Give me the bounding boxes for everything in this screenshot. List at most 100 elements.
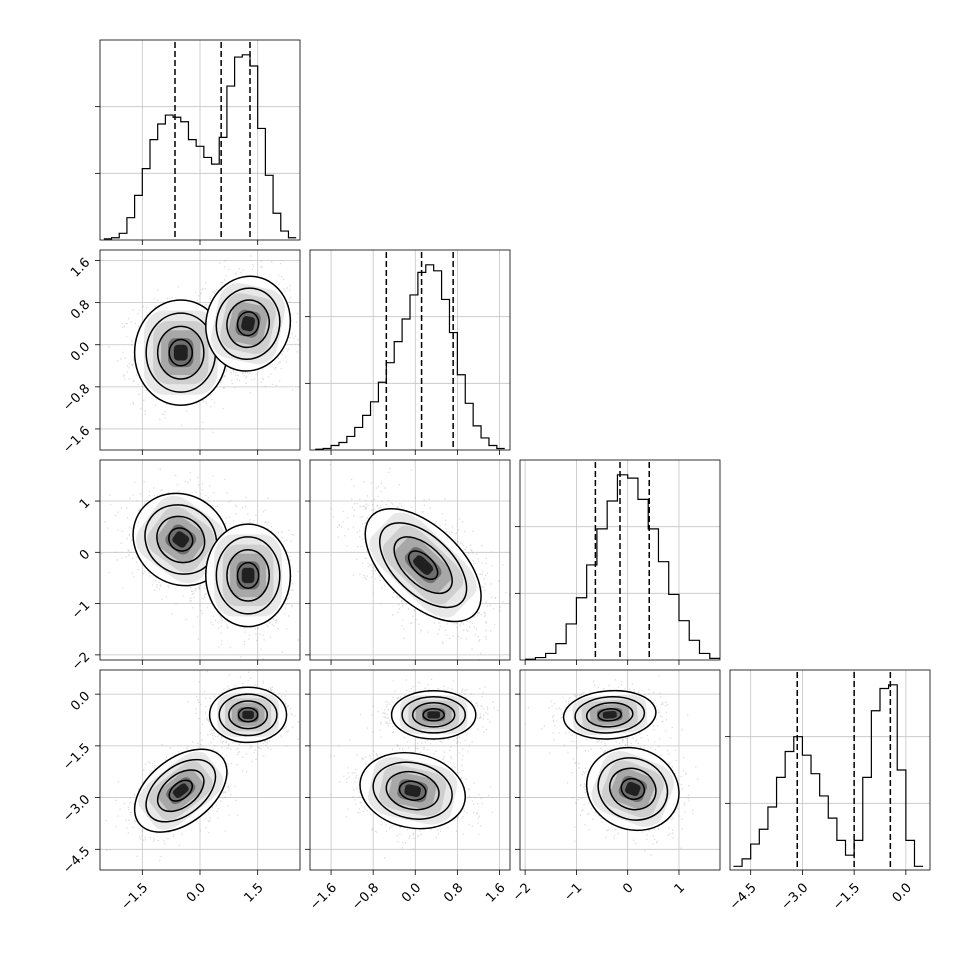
density-mode-0 [133, 299, 228, 407]
contour-level-3 [620, 777, 646, 801]
density-mode-0 [364, 507, 482, 623]
x-tick-label-p2-1: −1 [561, 880, 585, 904]
density-mode-0 [132, 492, 230, 587]
panel-frame [99, 39, 301, 241]
density-mode-1 [205, 523, 292, 628]
histogram-p3 [733, 684, 924, 867]
density-block-4 [242, 710, 254, 719]
joint-panel-p1-p2 [305, 459, 511, 665]
x-tick-label-p3-3: 0.0 [890, 880, 915, 905]
density-mode-0 [133, 748, 228, 833]
y-tick-label-p2-0: −2 [69, 650, 93, 674]
density-block-4 [172, 531, 190, 548]
contour-level-3 [597, 708, 623, 722]
y-tick-label-p2-3: 1 [77, 496, 93, 512]
x-tick-label-p1-2: 0.0 [399, 880, 424, 905]
contour-level-3 [237, 707, 259, 723]
panel-content [310, 460, 510, 660]
joint-panel-p1-p3 [305, 669, 511, 875]
contour-level-0 [205, 275, 292, 372]
x-tick-label-p0-2: 1.5 [242, 880, 267, 905]
panel-frame [309, 669, 511, 871]
x-tick-label-p3-1: −3.0 [779, 880, 812, 913]
panel-frame [729, 669, 931, 871]
histogram-p1 [315, 264, 505, 450]
contour-level-1 [401, 695, 467, 734]
marginal-panel-p0 [95, 39, 301, 245]
y-tick-label-p1-3: 0.8 [68, 297, 93, 322]
x-tick-label-p0-1: 0.0 [184, 880, 209, 905]
panel-content [100, 670, 300, 870]
contour-level-3 [398, 780, 427, 801]
contour-level-1 [215, 536, 281, 615]
contour-level-0 [208, 686, 288, 744]
y-tick-label-p3-1: −3.0 [60, 792, 93, 825]
contour-level-1 [574, 695, 646, 734]
contour-level-0 [585, 746, 680, 832]
contour-level-1 [372, 761, 453, 820]
contour-level-1 [597, 757, 669, 821]
contour-level-0 [562, 689, 657, 740]
contour-level-2 [228, 700, 269, 730]
contour-level-2 [393, 536, 453, 595]
panel-frame [519, 459, 721, 661]
contour-level-3 [168, 338, 194, 367]
y-tick-label-p1-2: 0.0 [68, 339, 93, 364]
panel-frame [99, 249, 301, 451]
density-block-4 [602, 710, 617, 719]
y-tick-label-p1-4: 1.6 [68, 255, 93, 280]
y-tick-label-p2-1: −1 [69, 598, 93, 622]
contour-level-2 [156, 515, 206, 564]
panel-frame [309, 249, 511, 451]
contour-level-2 [585, 702, 634, 728]
x-tick-label-p3-2: −1.5 [830, 880, 863, 913]
y-tick-label-p3-0: −4.5 [60, 844, 93, 877]
x-tick-label-p2-3: 1 [672, 880, 688, 896]
y-tick-label-p3-3: 0.0 [68, 689, 93, 714]
density-block-4 [173, 344, 188, 361]
contour-level-3 [407, 550, 439, 580]
x-tick-label-p2-0: −2 [510, 880, 534, 904]
contour-level-2 [385, 770, 440, 811]
joint-panel-p0-p3 [95, 669, 301, 875]
joint-panel-p0-p2 [95, 459, 301, 665]
panel-frame [309, 459, 511, 661]
contour-level-2 [226, 548, 270, 602]
contour-level-3 [168, 527, 194, 552]
density-mode-1 [205, 275, 292, 372]
panel-frame [99, 459, 301, 661]
density-block-4 [413, 555, 434, 575]
marginal-panel-p3 [725, 669, 931, 875]
contour-level-3 [236, 311, 260, 337]
panel-content [520, 670, 720, 870]
contour-level-1 [378, 522, 468, 609]
contour-level-2 [156, 325, 205, 380]
contour-level-2 [226, 299, 270, 349]
density-block-4 [241, 316, 256, 332]
contour-level-0 [205, 523, 292, 628]
contour-level-3 [422, 708, 445, 722]
joint-panel-p0-p1 [95, 249, 301, 455]
x-tick-label-p0-0: −1.5 [118, 880, 151, 913]
y-tick-label-p2-2: 0 [77, 547, 93, 563]
density-mode-1 [390, 689, 477, 740]
contour-level-2 [608, 767, 657, 811]
histogram-p2 [525, 474, 720, 660]
contour-level-2 [411, 702, 456, 728]
x-tick-label-p1-1: −0.8 [349, 880, 382, 913]
marginal-panel-p2 [515, 459, 721, 665]
density-block-4 [172, 783, 189, 799]
panel-frame [99, 669, 301, 871]
contour-level-1 [218, 693, 278, 737]
density-mode-1 [562, 689, 657, 740]
panel-content [310, 670, 510, 870]
density-block-4 [427, 711, 440, 719]
density-block-4 [625, 781, 641, 797]
panel-frame [519, 669, 721, 871]
density-mode-0 [585, 746, 680, 832]
density-mode-0 [359, 752, 467, 830]
contour-level-0 [364, 507, 482, 623]
density-block-4 [404, 784, 422, 798]
density-mode-1 [208, 686, 288, 744]
